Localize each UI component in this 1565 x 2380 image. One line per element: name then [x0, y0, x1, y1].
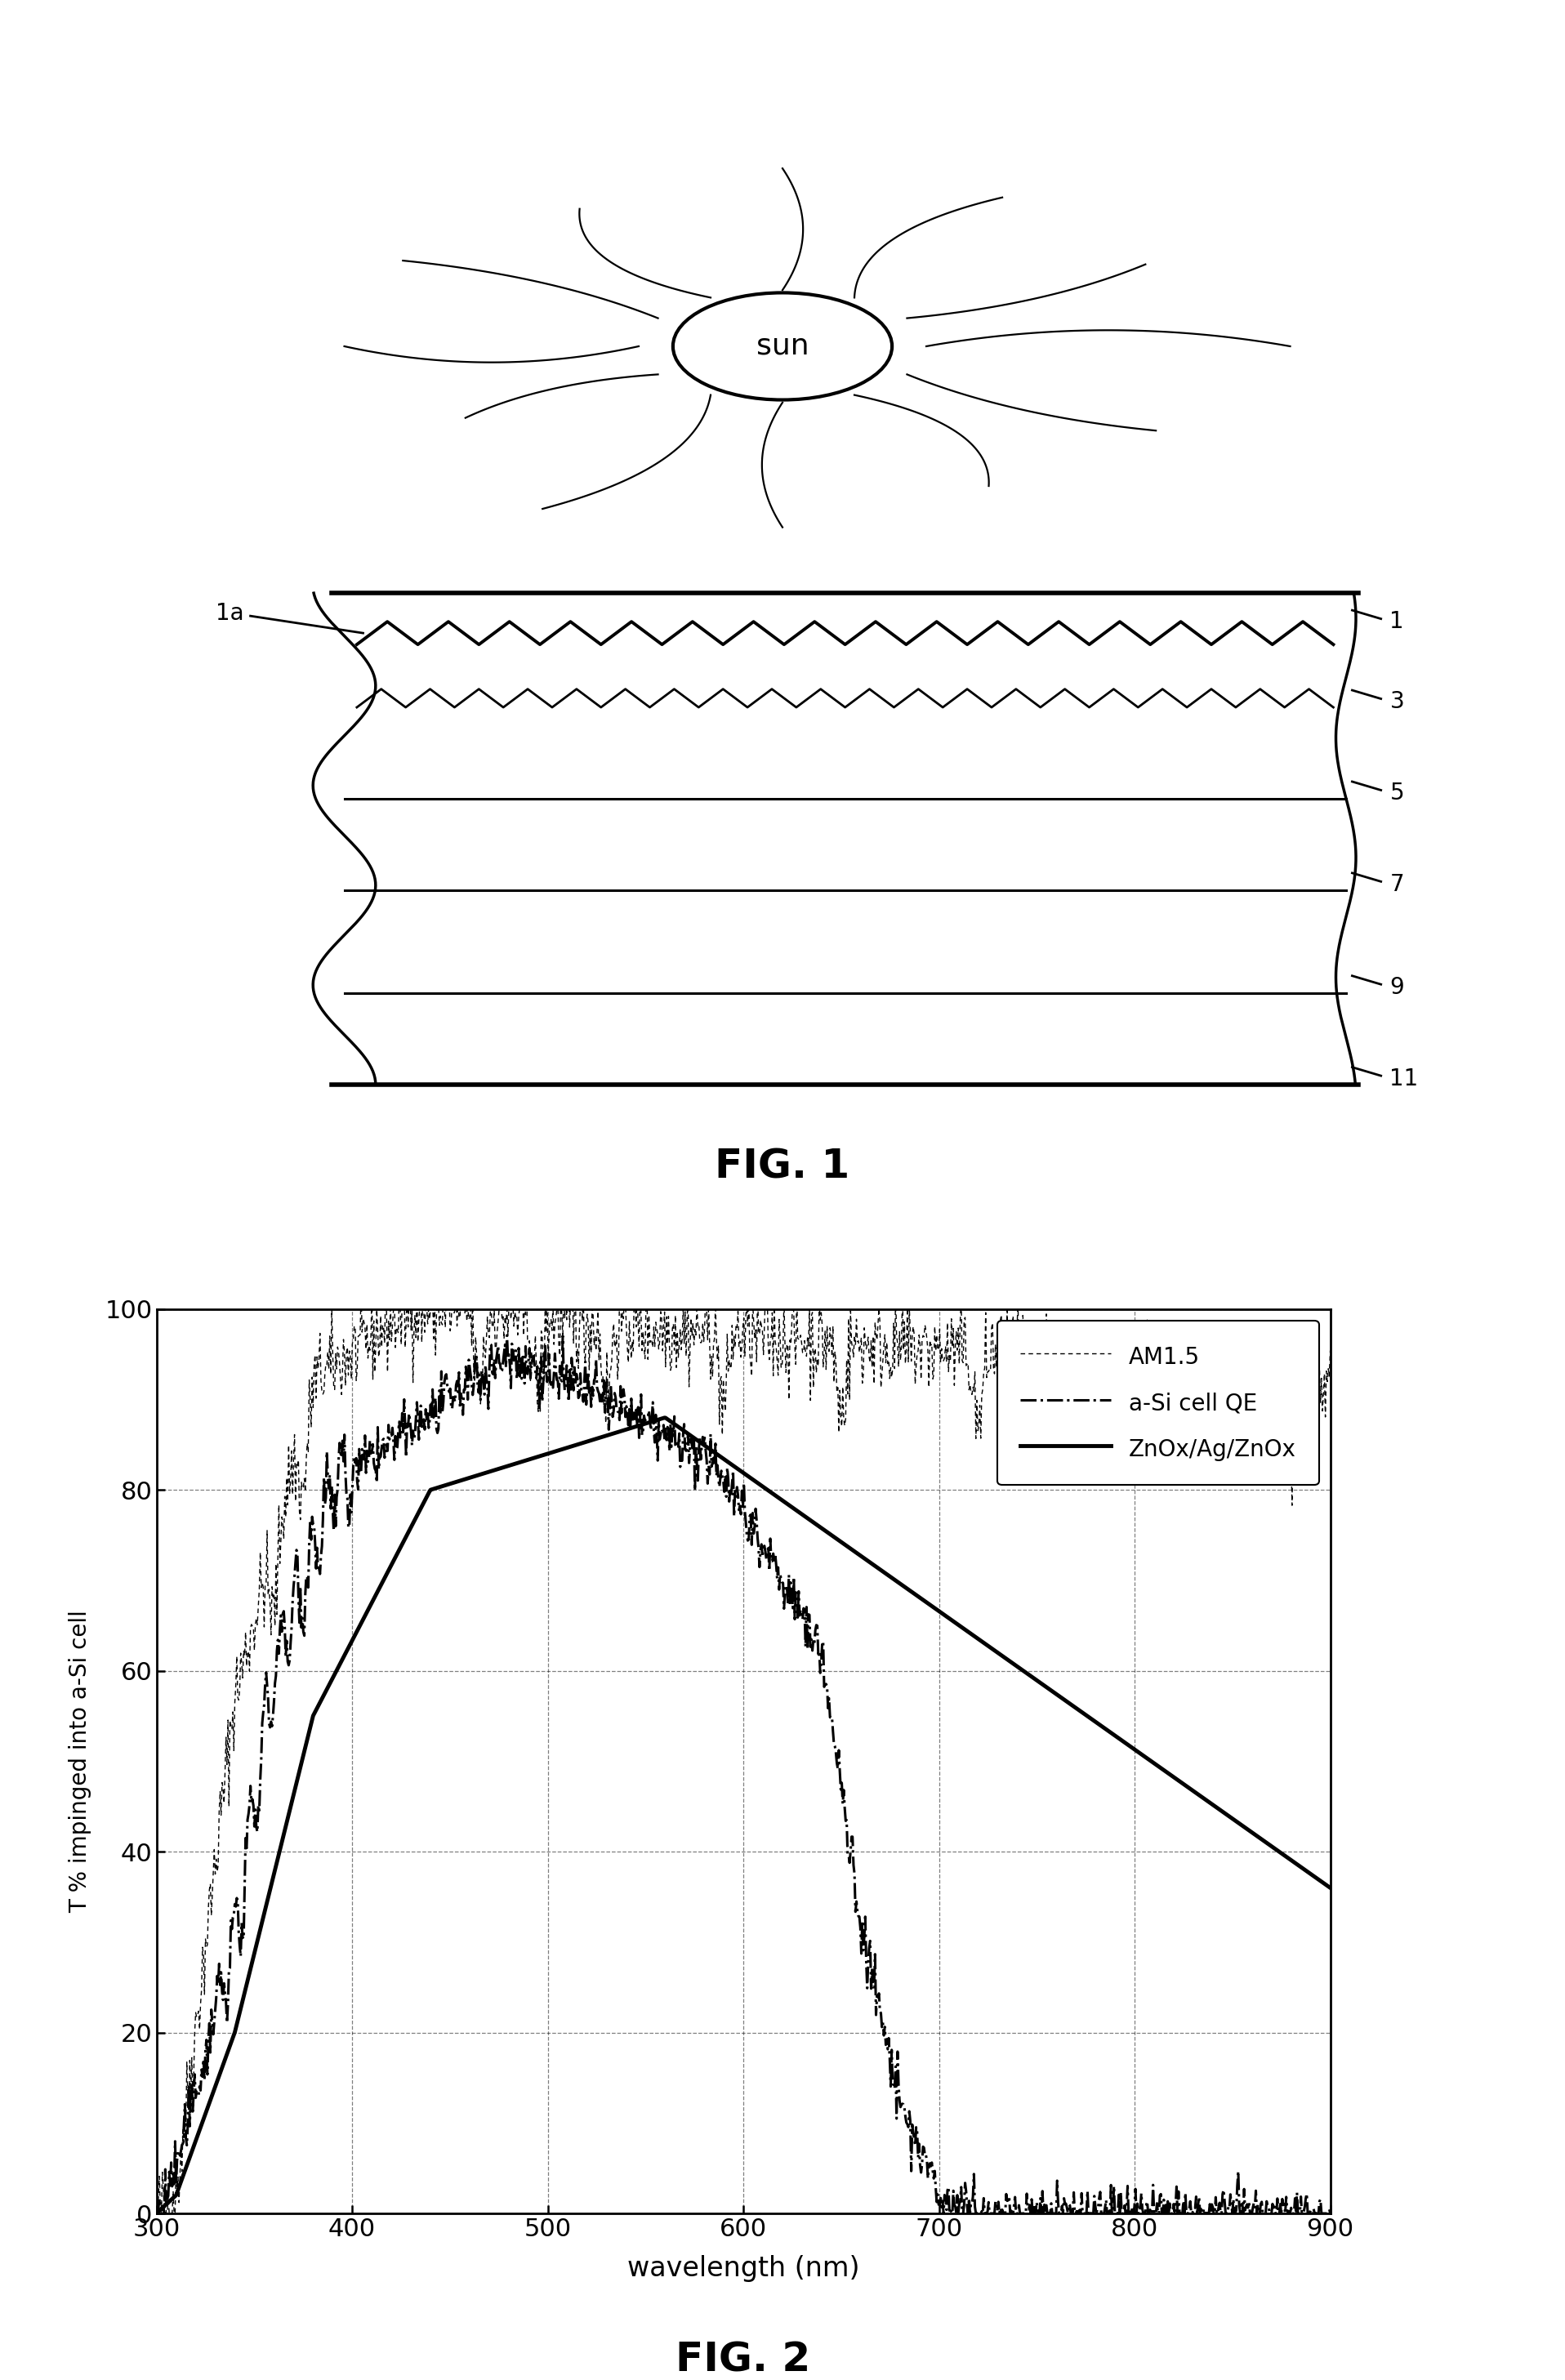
Text: 3: 3 [1390, 690, 1404, 714]
AM1.5 [304, 1392, 322, 1421]
AM1.5 [1321, 1335, 1340, 1364]
Text: 11: 11 [1390, 1066, 1418, 1090]
AM1.5 [790, 1326, 809, 1354]
AM1.5 [352, 1276, 371, 1304]
Line: ZnOx/Ag/ZnOx: ZnOx/Ag/ZnOx [157, 1418, 1330, 2213]
ZnOx/Ag/ZnOx [344, 1623, 363, 1652]
a-Si cell QE [790, 1602, 809, 1630]
Text: FIG. 1: FIG. 1 [715, 1147, 850, 1185]
ZnOx/Ag/ZnOx [789, 1497, 808, 1526]
Text: 5: 5 [1390, 781, 1404, 804]
AM1.5 [147, 2187, 166, 2216]
Text: 9: 9 [1390, 976, 1404, 1000]
a-Si cell QE [147, 2197, 166, 2225]
a-Si cell QE [659, 1414, 678, 1442]
Y-axis label: T % impinged into a-Si cell: T % impinged into a-Si cell [69, 1609, 91, 1914]
a-Si cell QE [765, 1540, 784, 1568]
AM1.5 [765, 1328, 784, 1357]
a-Si cell QE [149, 2199, 167, 2228]
Text: 7: 7 [1390, 873, 1404, 895]
Text: sun: sun [756, 333, 809, 359]
AM1.5 [149, 2199, 167, 2228]
Line: a-Si cell QE: a-Si cell QE [157, 1335, 1330, 2213]
ZnOx/Ag/ZnOx [657, 1404, 676, 1433]
AM1.5 [659, 1330, 678, 1359]
ZnOx/Ag/ZnOx [302, 1704, 321, 1733]
a-Si cell QE [304, 1509, 322, 1537]
Ellipse shape [673, 293, 892, 400]
ZnOx/Ag/ZnOx [656, 1404, 675, 1433]
Legend: AM1.5, a-Si cell QE, ZnOx/Ag/ZnOx: AM1.5, a-Si cell QE, ZnOx/Ag/ZnOx [997, 1321, 1319, 1485]
a-Si cell QE [545, 1359, 563, 1388]
X-axis label: wavelength (nm): wavelength (nm) [628, 2254, 859, 2282]
AM1.5 [545, 1330, 563, 1359]
a-Si cell QE [498, 1321, 516, 1349]
ZnOx/Ag/ZnOx [543, 1438, 562, 1466]
ZnOx/Ag/ZnOx [1321, 1873, 1340, 1902]
Text: 1a: 1a [216, 602, 244, 624]
Text: 1: 1 [1390, 609, 1404, 633]
ZnOx/Ag/ZnOx [765, 1480, 784, 1509]
Line: AM1.5: AM1.5 [157, 1290, 1330, 2213]
a-Si cell QE [346, 1449, 365, 1478]
ZnOx/Ag/ZnOx [147, 2199, 166, 2228]
a-Si cell QE [1321, 2199, 1340, 2228]
AM1.5 [346, 1311, 365, 1340]
Text: FIG. 2: FIG. 2 [676, 2340, 811, 2380]
